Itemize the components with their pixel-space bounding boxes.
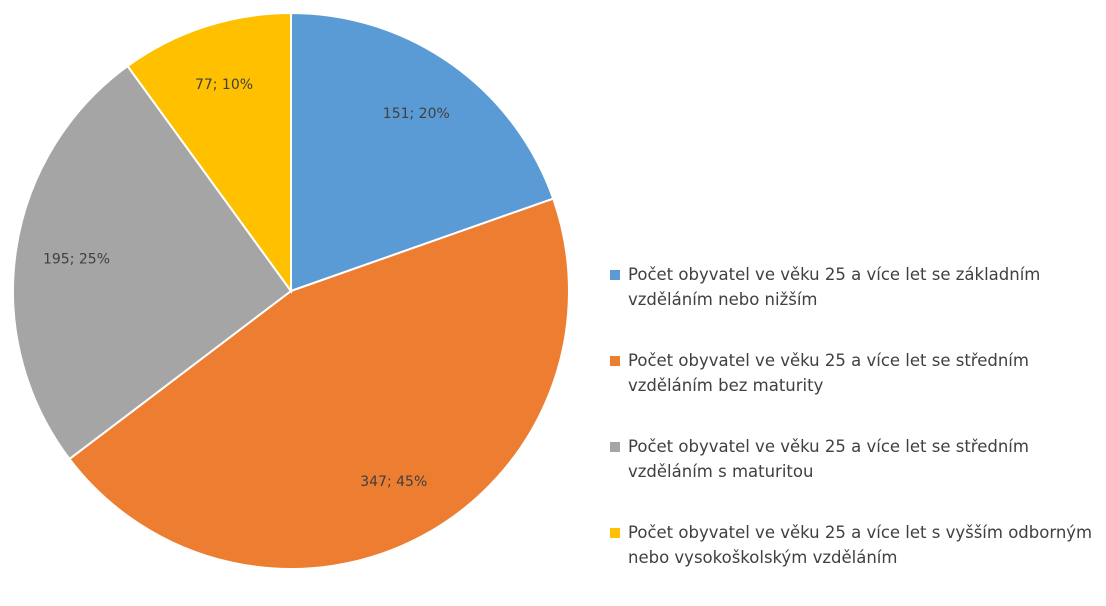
pie-slice <box>126 11 292 295</box>
legend-item: Počet obyvatel ve věku 25 a více let se … <box>610 348 1100 398</box>
data-label: 77; 10% <box>195 77 253 93</box>
legend-swatch <box>610 528 620 538</box>
legend-swatch <box>610 270 620 280</box>
data-label: 347; 45% <box>360 474 427 490</box>
data-label: 195; 25% <box>43 251 110 267</box>
legend-item: Počet obyvatel ve věku 25 a více let se … <box>610 434 1100 484</box>
legend: Počet obyvatel ve věku 25 a více let se … <box>610 262 1100 606</box>
legend-label: Počet obyvatel ve věku 25 a více let se … <box>628 437 1029 481</box>
data-label: 151; 20% <box>383 106 450 122</box>
pie-slice <box>12 64 293 461</box>
legend-item: Počet obyvatel ve věku 25 a více let se … <box>610 262 1100 312</box>
legend-swatch <box>610 356 620 366</box>
pie-slice <box>68 197 570 570</box>
legend-label: Počet obyvatel ve věku 25 a více let se … <box>628 265 1041 309</box>
page: 151; 20% 347; 45% 195; 25% 77; 10% Počet ob… <box>12 11 1093 570</box>
legend-item: Počet obyvatel ve věku 25 a více let s v… <box>610 520 1100 570</box>
legend-swatch <box>610 442 620 452</box>
chart: 151; 20% 347; 45% 195; 25% 77; 10% <box>12 11 570 570</box>
legend-label: Počet obyvatel ve věku 25 a více let s v… <box>628 523 1093 567</box>
legend-label: Počet obyvatel ve věku 25 a více let se … <box>628 351 1029 395</box>
